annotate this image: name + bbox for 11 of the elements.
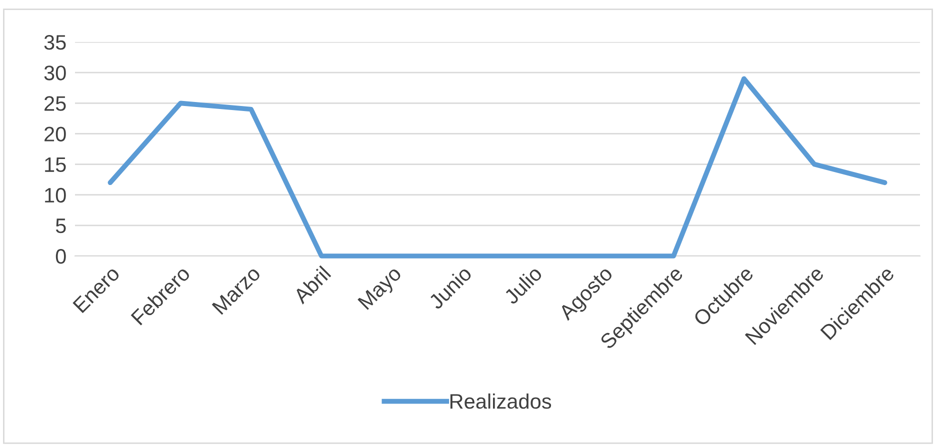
y-tick-label: 5 xyxy=(56,218,66,234)
y-tick-label: 20 xyxy=(44,126,66,142)
y-tick-label: 30 xyxy=(44,66,66,80)
y-tick-label: 25 xyxy=(44,96,66,111)
legend-label: Realizados xyxy=(450,393,552,409)
y-tick-label: 0 xyxy=(56,249,66,264)
x-tick-label: Julio xyxy=(502,264,543,306)
line-series xyxy=(108,76,888,258)
y-tick-label: 35 xyxy=(44,35,66,50)
y-tick-label: 15 xyxy=(45,158,66,172)
y-tick-label: 10 xyxy=(45,188,66,203)
